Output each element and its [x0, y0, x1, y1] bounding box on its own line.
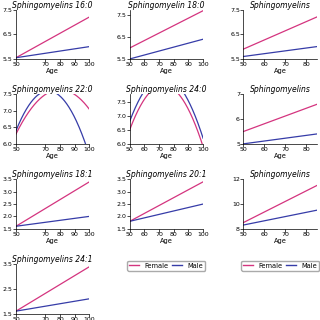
Title: Sphingomyelins 20:1: Sphingomyelins 20:1 [126, 170, 207, 179]
Title: Sphingomyelins 16:0: Sphingomyelins 16:0 [12, 1, 93, 10]
Title: Sphingomyelins 18:1: Sphingomyelins 18:1 [12, 170, 93, 179]
Legend: Female, Male: Female, Male [127, 261, 205, 271]
Title: Sphingomyelins: Sphingomyelins [250, 1, 310, 10]
X-axis label: Age: Age [160, 153, 173, 159]
Title: Sphingomyelin 18:0: Sphingomyelin 18:0 [128, 1, 205, 10]
X-axis label: Age: Age [160, 238, 173, 244]
X-axis label: Age: Age [160, 68, 173, 74]
Title: Sphingomyelins 24:0: Sphingomyelins 24:0 [126, 85, 207, 94]
X-axis label: Age: Age [274, 68, 286, 74]
Title: Sphingomyelins: Sphingomyelins [250, 170, 310, 179]
Title: Sphingomyelins 22:0: Sphingomyelins 22:0 [12, 85, 93, 94]
Title: Sphingomyelins 24:1: Sphingomyelins 24:1 [12, 255, 93, 264]
X-axis label: Age: Age [274, 153, 286, 159]
X-axis label: Age: Age [46, 153, 59, 159]
Title: Sphingomyelins: Sphingomyelins [250, 85, 310, 94]
X-axis label: Age: Age [46, 238, 59, 244]
X-axis label: Age: Age [46, 68, 59, 74]
X-axis label: Age: Age [274, 238, 286, 244]
Legend: Female, Male: Female, Male [241, 261, 319, 271]
